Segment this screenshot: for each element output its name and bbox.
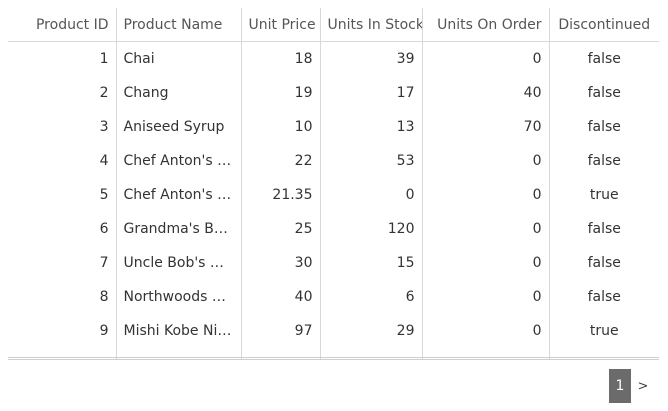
- cell-stock: 120: [319, 212, 422, 246]
- cell-price: 19: [240, 76, 320, 110]
- cell-price: 25: [240, 212, 320, 246]
- column-header-units-in-stock[interactable]: Units In Stock: [319, 8, 422, 42]
- cell-id: 6: [99, 221, 109, 237]
- column-header-unit-price[interactable]: Unit Price: [240, 8, 320, 42]
- spacer-cell: [319, 348, 422, 359]
- table-row[interactable]: 8 Northwoods Cr... 40 6 0 false: [8, 280, 659, 314]
- cell-stock: 39: [319, 41, 422, 76]
- table-bottom-spacer: [8, 348, 659, 359]
- column-header-product-name[interactable]: Product Name: [115, 8, 241, 42]
- cell-order: 40: [421, 76, 549, 110]
- next-page-button[interactable]: >: [637, 378, 649, 394]
- table-row[interactable]: 6 Grandma's Boys... 25 120 0 false: [8, 212, 659, 246]
- cell-name: Chai: [115, 41, 241, 76]
- cell-disc: false: [548, 76, 659, 110]
- cell-name: Uncle Bob's Org...: [115, 246, 241, 280]
- cell-disc: false: [548, 212, 659, 246]
- cell-price: 97: [240, 314, 320, 348]
- cell-disc: false: [548, 41, 659, 76]
- table-row[interactable]: 2 Chang 19 17 40 false: [8, 76, 659, 110]
- cell-name: Northwoods Cr...: [115, 280, 241, 314]
- cell-name: Grandma's Boys...: [115, 212, 241, 246]
- products-table: Product ID Product Name Unit Price Units…: [8, 8, 659, 359]
- pager: 1 >: [609, 369, 655, 403]
- table-row[interactable]: 4 Chef Anton's Ca... 22 53 0 false: [8, 144, 659, 178]
- cell-name: Mishi Kobe Niku: [115, 314, 241, 348]
- cell-name: Aniseed Syrup: [115, 110, 241, 144]
- cell-id: 5: [99, 187, 109, 203]
- cell-stock: 29: [319, 314, 422, 348]
- table-body: 1 Chai 18 39 0 false 2 Chang 19 17 40 false 3 Aniseed…: [8, 41, 659, 359]
- cell-id: 7: [99, 255, 109, 271]
- cell-order: 0: [421, 144, 549, 178]
- cell-id: 4: [99, 153, 109, 169]
- header-row: Product ID Product Name Unit Price Units…: [8, 8, 659, 42]
- cell-order: 0: [421, 280, 549, 314]
- cell-price: 10: [240, 110, 320, 144]
- cell-id: 3: [99, 119, 109, 135]
- cell-name: Chang: [115, 76, 241, 110]
- cell-price: 22: [240, 144, 320, 178]
- column-header-discontinued[interactable]: Discontinued: [548, 8, 659, 42]
- page-button-current[interactable]: 1: [609, 369, 631, 403]
- table-row[interactable]: 1 Chai 18 39 0 false: [8, 41, 659, 76]
- table-row[interactable]: 9 Mishi Kobe Niku 97 29 0 true: [8, 314, 659, 348]
- cell-disc: true: [548, 314, 659, 348]
- column-header-product-id[interactable]: Product ID: [8, 8, 116, 42]
- cell-price: 18: [240, 41, 320, 76]
- table-row[interactable]: 5 Chef Anton's G... 21.35 0 0 true: [8, 178, 659, 212]
- cell-disc: true: [548, 178, 659, 212]
- cell-order: 0: [421, 246, 549, 280]
- cell-disc: false: [548, 144, 659, 178]
- cell-id: 2: [99, 85, 109, 101]
- cell-order: 0: [421, 314, 549, 348]
- cell-disc: false: [548, 246, 659, 280]
- cell-price: 21.35: [240, 178, 320, 212]
- cell-stock: 13: [319, 110, 422, 144]
- cell-disc: false: [548, 110, 659, 144]
- cell-name: Chef Anton's G...: [115, 178, 241, 212]
- table-row[interactable]: 7 Uncle Bob's Org... 30 15 0 false: [8, 246, 659, 280]
- cell-order: 0: [421, 178, 549, 212]
- cell-stock: 0: [319, 178, 422, 212]
- cell-price: 40: [240, 280, 320, 314]
- cell-stock: 15: [319, 246, 422, 280]
- cell-stock: 53: [319, 144, 422, 178]
- cell-disc: false: [548, 280, 659, 314]
- spacer-cell: [421, 348, 549, 359]
- grid-footer-divider: [8, 357, 659, 360]
- cell-id: 8: [99, 289, 109, 305]
- cell-id: 1: [99, 51, 109, 67]
- spacer-cell: [115, 348, 241, 359]
- spacer-cell: [548, 348, 659, 359]
- cell-price: 30: [240, 246, 320, 280]
- cell-name: Chef Anton's Ca...: [115, 144, 241, 178]
- cell-order: 0: [421, 212, 549, 246]
- column-header-units-on-order[interactable]: Units On Order: [421, 8, 549, 42]
- spacer-cell: [240, 348, 320, 359]
- table-row[interactable]: 3 Aniseed Syrup 10 13 70 false: [8, 110, 659, 144]
- cell-order: 70: [421, 110, 549, 144]
- cell-stock: 6: [319, 280, 422, 314]
- products-grid: Product ID Product Name Unit Price Units…: [8, 8, 659, 359]
- cell-order: 0: [421, 41, 549, 76]
- cell-id: 9: [99, 323, 109, 339]
- cell-stock: 17: [319, 76, 422, 110]
